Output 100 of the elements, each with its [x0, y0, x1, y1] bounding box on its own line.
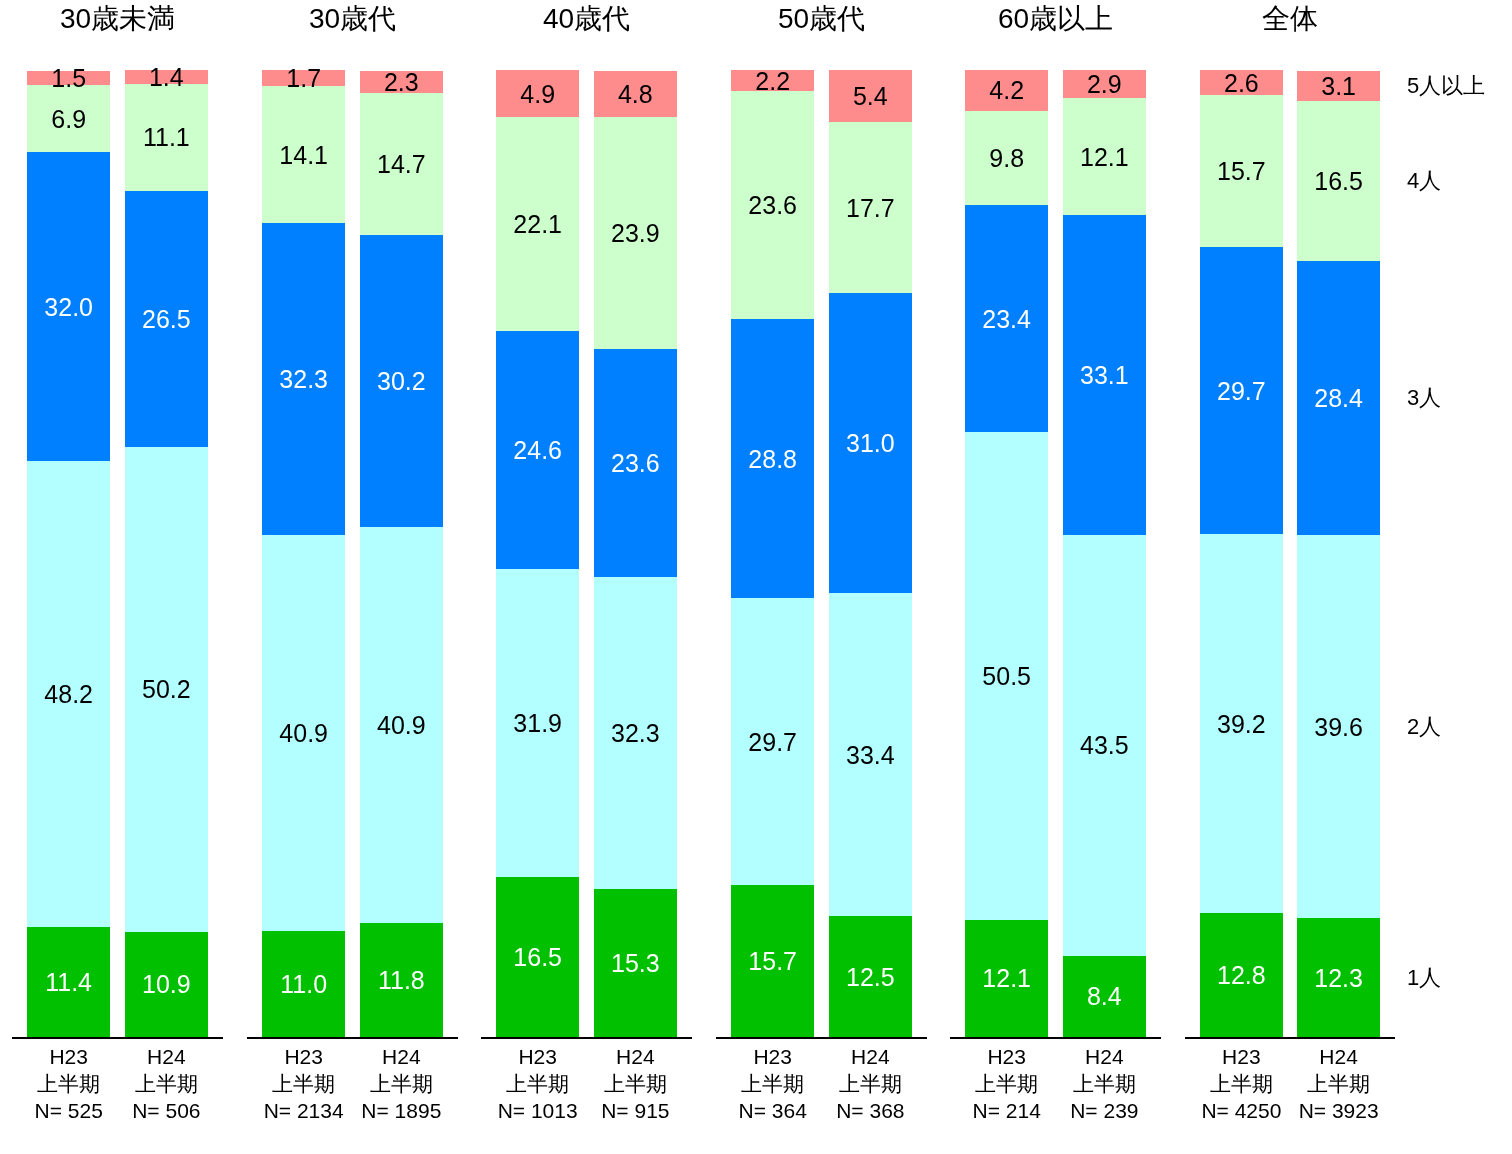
data-label: 26.5 [142, 304, 191, 333]
data-label: 39.6 [1313, 712, 1363, 741]
data-label: 10.9 [142, 970, 191, 999]
data-label: 22.1 [513, 210, 562, 239]
x-tick-label: H23 上半期 N= 1013 [497, 1044, 578, 1123]
data-label: 4.2 [989, 76, 1025, 105]
bar [496, 331, 580, 569]
bar [27, 152, 111, 462]
data-label: 17.7 [845, 193, 895, 222]
bar [261, 930, 345, 1037]
data-label: 11.4 [45, 967, 93, 996]
bar [730, 91, 814, 320]
bar [965, 431, 1049, 920]
chart-title: 60歳以上 [997, 2, 1114, 34]
data-label: 12.5 [845, 962, 895, 991]
data-label: 4.9 [520, 79, 556, 108]
data-label: 15.3 [611, 949, 660, 978]
bar [965, 919, 1049, 1037]
data-label: 12.1 [982, 964, 1031, 993]
bar [1062, 98, 1146, 216]
bar [828, 70, 912, 123]
data-label: 2.3 [383, 68, 419, 97]
data-label: 6.9 [51, 104, 87, 133]
bar [359, 93, 443, 236]
bar [496, 117, 580, 332]
data-label: 14.1 [278, 140, 328, 169]
bar [261, 535, 345, 931]
x-tick-label: H24 上半期 N= 368 [835, 1044, 904, 1123]
data-label: 33.4 [845, 740, 895, 769]
data-label: 12.3 [1313, 963, 1363, 992]
data-label: 39.2 [1216, 709, 1266, 738]
bar [730, 597, 814, 886]
data-label: 11.8 [377, 965, 425, 994]
bar [730, 319, 814, 598]
bar [965, 205, 1049, 432]
chart-title: 全体 [1261, 2, 1318, 34]
data-label: 50.5 [982, 661, 1031, 690]
bar [261, 222, 345, 536]
series-label: 4人 [1406, 168, 1441, 193]
data-label: 29.7 [747, 727, 797, 756]
data-label: 29.7 [1216, 376, 1266, 405]
data-label: 12.8 [1216, 961, 1266, 990]
data-label: 28.8 [747, 444, 797, 473]
data-label: 11.0 [279, 969, 327, 998]
bar [1296, 70, 1380, 101]
bar [593, 889, 677, 1037]
x-tick-label: H23 上半期 N= 4250 [1200, 1044, 1281, 1123]
data-label: 43.5 [1080, 731, 1129, 760]
data-label: 32.3 [611, 718, 660, 747]
data-label: 23.4 [982, 304, 1032, 333]
data-label: 2.2 [754, 66, 790, 95]
data-label: 2.6 [1223, 68, 1259, 97]
data-label: 40.9 [376, 711, 426, 740]
bar [124, 446, 208, 932]
bar [1296, 918, 1380, 1037]
data-label: 32.3 [278, 364, 328, 393]
bar [1199, 913, 1283, 1037]
bar [1062, 215, 1146, 536]
data-label: 28.4 [1313, 383, 1363, 412]
bar [593, 576, 677, 890]
data-label: 1.5 [51, 64, 87, 93]
chart-title: 30歳未満 [59, 2, 176, 34]
series-label: 5人以上 [1406, 73, 1485, 98]
data-label: 48.2 [44, 680, 93, 709]
x-tick-label: H24 上半期 N= 1895 [360, 1044, 441, 1123]
bar [730, 885, 814, 1037]
data-label: 23.6 [747, 191, 797, 220]
x-tick-label: H23 上半期 N= 2134 [263, 1044, 344, 1123]
bar [965, 70, 1049, 111]
data-label: 3.1 [1320, 71, 1356, 100]
bar [1296, 535, 1380, 919]
bar [261, 86, 345, 223]
bar [1296, 260, 1380, 536]
data-label: 11.1 [142, 123, 190, 152]
bar [27, 85, 111, 153]
data-label: 8.4 [1086, 982, 1122, 1011]
data-label: 12.1 [1080, 142, 1129, 171]
x-tick-label: H24 上半期 N= 239 [1070, 1044, 1139, 1123]
data-label: 50.2 [142, 675, 191, 704]
data-label: 24.6 [513, 436, 562, 465]
data-label: 32.0 [44, 292, 93, 321]
bar [27, 461, 111, 927]
x-tick-label: H23 上半期 N= 525 [34, 1044, 103, 1123]
bar [359, 922, 443, 1037]
data-label: 15.7 [1216, 157, 1266, 186]
data-label: 16.5 [1313, 166, 1363, 195]
bar [1199, 95, 1283, 247]
data-label: 30.2 [376, 367, 426, 396]
data-label: 15.7 [747, 947, 797, 976]
data-label: 31.0 [845, 429, 895, 458]
data-label: 5.4 [852, 82, 888, 111]
bar [828, 593, 912, 917]
bar [359, 235, 443, 528]
bar [828, 293, 912, 594]
bar [965, 110, 1049, 206]
x-tick-label: H24 上半期 N= 506 [132, 1044, 201, 1123]
bar [496, 568, 580, 878]
chart-title: 30歳代 [308, 2, 396, 34]
bar [828, 916, 912, 1037]
bar [828, 122, 912, 294]
